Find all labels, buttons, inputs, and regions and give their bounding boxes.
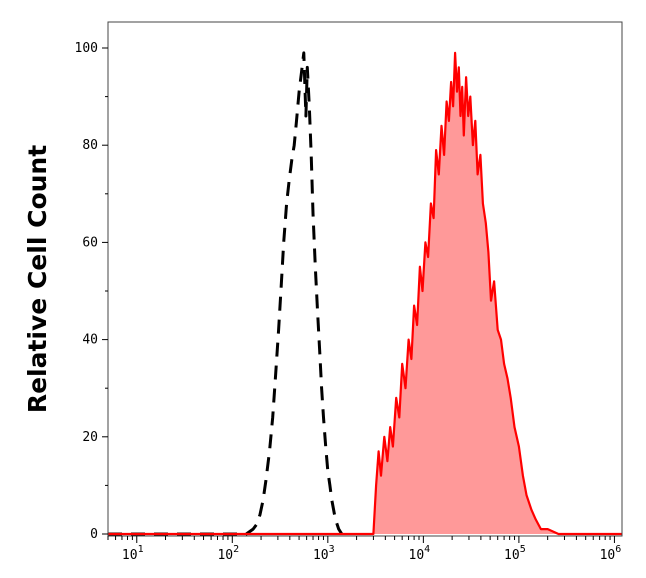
y-tick-label: 40 bbox=[82, 333, 98, 348]
x-tick-label: 101 bbox=[122, 544, 144, 563]
x-tick-label: 104 bbox=[409, 544, 431, 563]
series-1-line bbox=[108, 51, 622, 536]
y-tick-label: 100 bbox=[75, 41, 98, 56]
y-tick-label: 0 bbox=[90, 527, 98, 542]
y-axis-label: Relative Cell Count bbox=[23, 145, 52, 413]
x-tick-label: 106 bbox=[600, 544, 622, 563]
x-tick-label: 103 bbox=[313, 544, 335, 563]
y-axis-ticks: 0 20 40 60 80 100 bbox=[75, 41, 108, 542]
y-tick-label: 20 bbox=[82, 430, 98, 445]
x-tick-label: 105 bbox=[504, 544, 526, 563]
series-1-fill bbox=[108, 52, 622, 535]
x-axis-ticks: 101 102 103 104 105 106 bbox=[107, 536, 622, 563]
y-tick-label: 60 bbox=[82, 235, 98, 250]
plot-frame bbox=[107, 21, 623, 537]
series-0-line bbox=[108, 51, 344, 536]
y-tick-label: 80 bbox=[82, 138, 98, 153]
x-tick-label: 102 bbox=[217, 544, 239, 563]
histogram-layer bbox=[108, 51, 622, 536]
